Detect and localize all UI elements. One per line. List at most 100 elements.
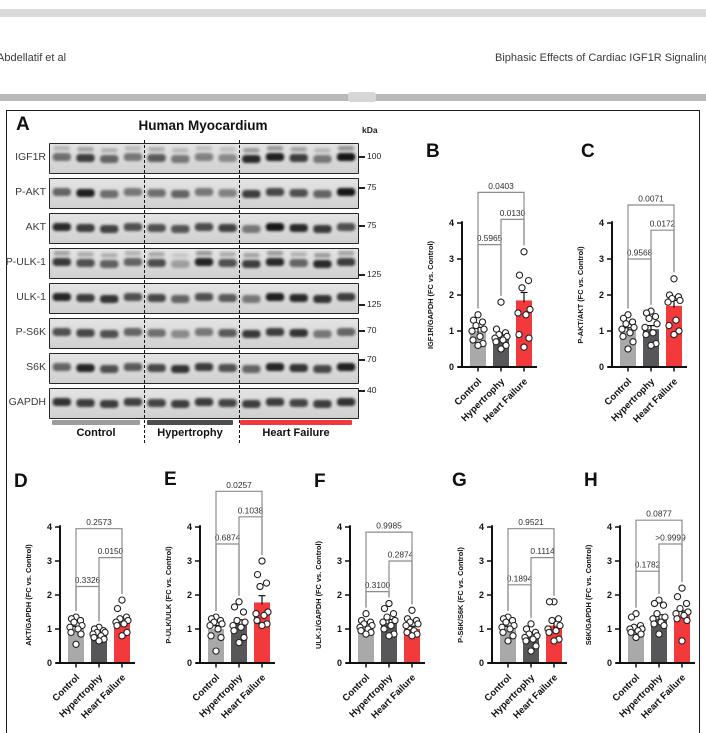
blot-row-label: GAPDH [8, 396, 46, 408]
kda-tick [359, 156, 365, 158]
p-value-label: 0.1782 [635, 560, 661, 570]
y-tick-label: 0 [187, 658, 192, 668]
kda-tick [359, 225, 365, 227]
y-tick-label: 3 [47, 556, 52, 566]
y-tick-label: 2 [479, 590, 484, 600]
y-tick-label: 1 [337, 624, 342, 634]
p-value-label: 0.1114 [530, 546, 555, 556]
blot-strip-akt [49, 213, 359, 244]
p-value-label: 0.0257 [226, 480, 252, 490]
y-ticks: 0 1 2 3 4 [187, 522, 263, 668]
blot-strip-gapdh [49, 388, 359, 419]
panel-e-chart: 0.6874 0.1038 0.0257 0 1 2 3 4 P-ULK/ULK (FC vs.… [164, 480, 275, 721]
scatter-points [618, 275, 684, 353]
y-tick-label: 3 [449, 254, 454, 264]
blot-bands [52, 398, 356, 408]
p-value-label: >0.9999 [655, 533, 686, 543]
kda-tick [359, 274, 365, 276]
p-value-label: 0.9521 [518, 517, 544, 527]
y-tick-label: 4 [607, 522, 612, 532]
kda-value: 75 [367, 220, 377, 230]
running-head-title: Biphasic Effects of Cardiac IGF1R Signal… [494, 52, 706, 64]
kda-value: 40 [367, 385, 377, 395]
panel-g-chart: 0.1894 0.1114 0.9521 0 1 2 3 4 P-S6K/S6K (FC vs.… [456, 517, 567, 721]
p-value-label: 0.0150 [98, 546, 124, 556]
p-value-label: 0.9568 [627, 248, 653, 258]
p-value-label: 0.3100 [365, 580, 391, 590]
group-separator-dashed-line [238, 140, 240, 443]
y-tick-label: 4 [449, 218, 454, 228]
divider-scroll-thumb[interactable] [348, 92, 376, 102]
group-separator-dashed-line [143, 140, 145, 443]
group-color-bar [147, 420, 233, 425]
group-label: Control [76, 427, 116, 439]
scatter-points [498, 598, 564, 655]
blot-row-label: P-ULK-1 [5, 256, 46, 268]
panel-a-title: Human Myocardium [138, 118, 268, 133]
kda-value: 125 [367, 269, 382, 279]
y-tick-label: 4 [599, 218, 604, 228]
blot-strip-p-ulk-1 [49, 248, 359, 279]
y-tick-label: 0 [599, 362, 604, 372]
blot-row-label: P-S6K [15, 326, 46, 338]
y-axis-title: ULK-1/GAPDH (FC vs. Control) [314, 540, 323, 649]
panel-h-chart: 0.1782 >0.9999 0.0877 0 1 2 3 4 S6K/GAPDH (FC vs… [584, 509, 695, 721]
significance-brackets: 0.9568 0.0172 0.0071 [627, 194, 676, 309]
y-tick-label: 2 [599, 290, 604, 300]
kda-marker: 40 [359, 385, 376, 395]
kda-marker: 75 [359, 220, 376, 230]
y-tick-label: 1 [479, 624, 484, 634]
y-tick-label: 4 [47, 522, 52, 532]
y-axis-title: IGF1R/GAPDH (FC vs. Control) [426, 240, 435, 349]
panel-d-chart: 0.3326 0.0150 0.2573 0 1 2 3 4 AKT/GAPDH (FC vs.… [24, 517, 135, 721]
blot-strip-igf1r [49, 143, 359, 174]
p-value-label: 0.5965 [477, 233, 503, 243]
blot-bands [52, 146, 356, 163]
y-ticks: 0 1 2 3 4 [599, 218, 675, 372]
y-tick-label: 1 [599, 326, 604, 336]
blot-bands [52, 251, 356, 268]
blot-strip-p-s6k [49, 318, 359, 349]
y-ticks: 0 1 2 3 4 [607, 522, 683, 668]
y-tick-label: 4 [187, 522, 192, 532]
blot-row-label: S6K [26, 361, 46, 373]
y-tick-label: 2 [47, 590, 52, 600]
y-axis-title: S6K/GAPDH (FC vs. Control) [584, 544, 593, 645]
y-tick-label: 2 [337, 590, 342, 600]
y-tick-label: 3 [479, 556, 484, 566]
kda-value: 70 [367, 325, 377, 335]
panel-a-letter: A [16, 114, 30, 135]
y-tick-label: 2 [607, 590, 612, 600]
p-value-label: 0.0877 [646, 509, 672, 519]
y-ticks: 0 1 2 3 4 [47, 522, 123, 668]
y-ticks: 0 1 2 3 4 [337, 522, 413, 668]
p-value-label: 0.0130 [500, 208, 526, 218]
panel-f-letter: F [314, 471, 326, 492]
y-tick-label: 0 [449, 362, 454, 372]
p-value-label: 0.1038 [238, 505, 264, 515]
y-ticks: 0 1 2 3 4 [479, 522, 555, 668]
y-tick-label: 1 [47, 624, 52, 634]
p-value-label: 0.9985 [376, 521, 402, 531]
y-tick-label: 1 [607, 624, 612, 634]
y-tick-label: 3 [607, 556, 612, 566]
panel-c-letter: C [581, 141, 595, 162]
p-value-label: 0.6874 [215, 533, 241, 543]
y-ticks: 0 1 2 3 4 [449, 218, 525, 372]
kda-value: 100 [367, 151, 382, 161]
y-tick-label: 1 [449, 326, 454, 336]
y-axis-title: P-AKT/AKT (FC vs. Control) [576, 246, 585, 344]
blot-bands [52, 328, 356, 338]
significance-brackets: 0.6874 0.1038 0.0257 [215, 480, 264, 611]
group-color-bar [52, 420, 140, 425]
kda-marker: 70 [359, 325, 376, 335]
kda-unit-label: kDa [362, 125, 378, 135]
blot-row-label: AKT [25, 221, 46, 233]
kda-tick [359, 330, 365, 332]
panel-h-letter: H [584, 470, 598, 491]
scatter-points [468, 248, 534, 353]
panel-f-chart: 0.3100 0.2874 0.9985 0 1 2 3 4 ULK-1/GAPDH (FC v… [314, 521, 425, 721]
significance-brackets: 0.5965 0.0130 0.0403 [477, 181, 526, 309]
